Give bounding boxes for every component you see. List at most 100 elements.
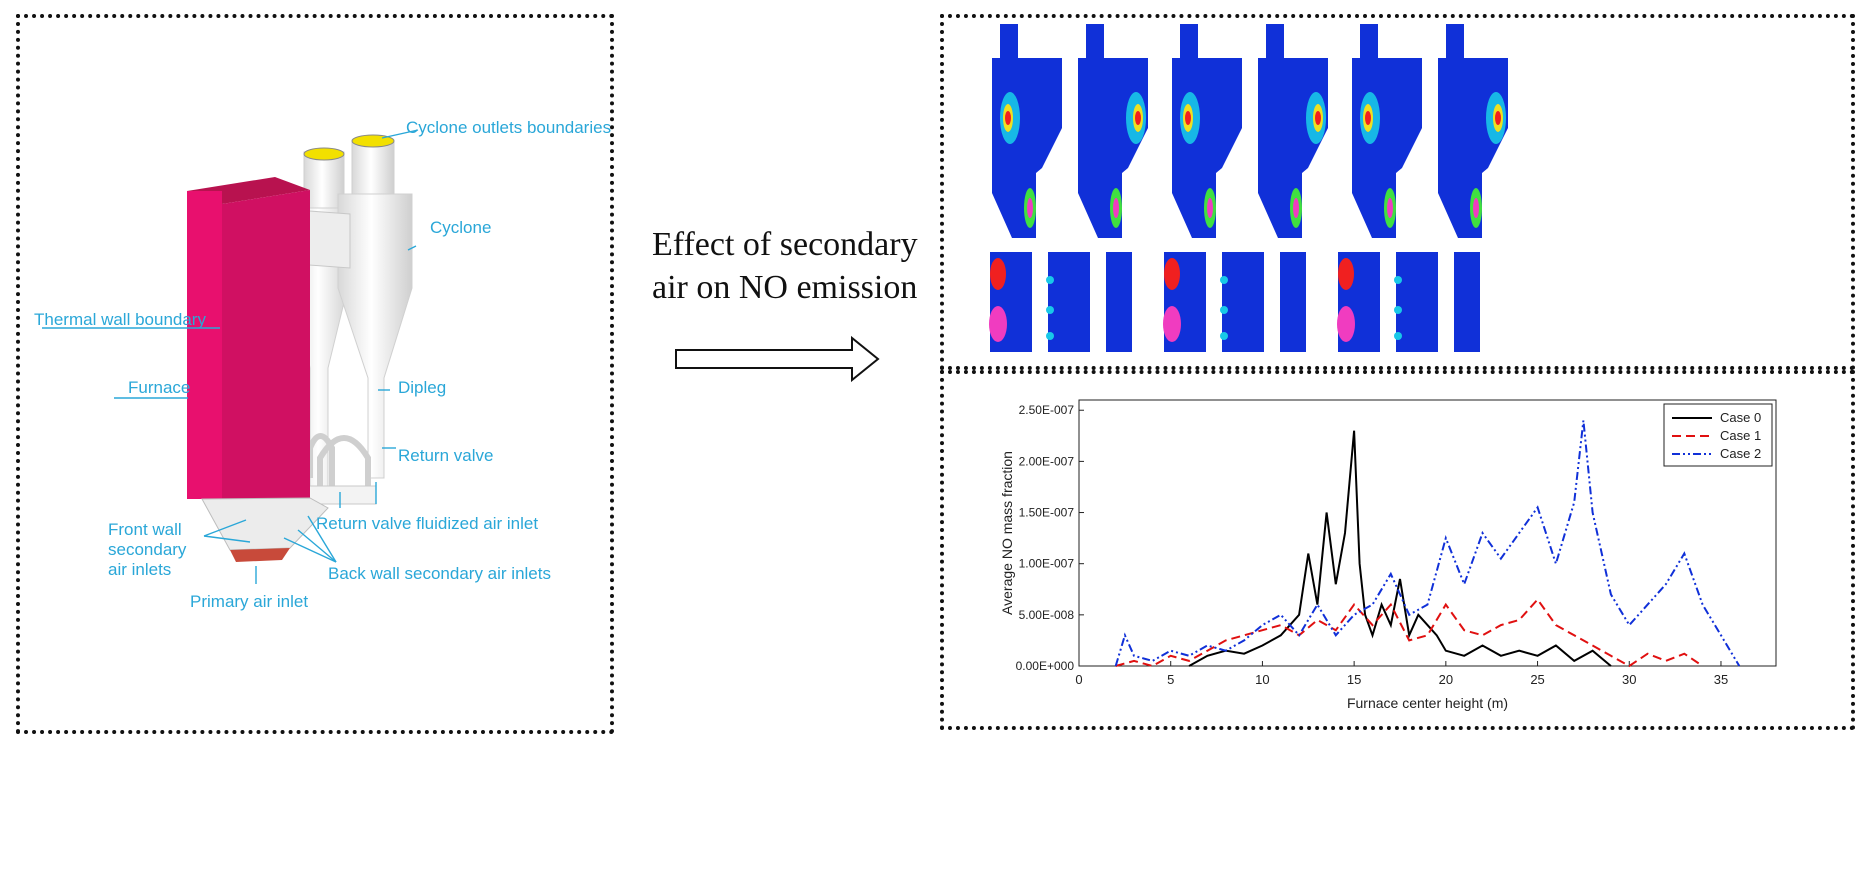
contour-blob [1293,198,1299,218]
label-cyclone-outlets: Cyclone outlets boundaries [406,118,612,137]
caption-line-1: Effect of secondary [652,226,918,263]
contour-blob [1135,111,1141,125]
contour-section-body [1106,252,1132,352]
contour-unit [1438,24,1508,238]
contour-unit [1172,24,1242,238]
contour-blob [1394,276,1402,284]
cfb-boiler-illustration [42,129,419,584]
center-caption: Effect of secondary air on NO emission [652,224,918,309]
contour-section-body [1280,252,1306,352]
contour-blob [1338,258,1354,290]
no-emission-line-chart: 0 5 10 15 20 25 30 35 0.00E+000 5.00E-008 1.00E-00… [999,399,1777,711]
contour-blob [1046,276,1054,284]
contour-section [989,252,1032,352]
furnace-hopper [201,497,329,551]
y-tick-label: 1.00E-007 [1019,557,1075,571]
label-dipleg: Dipleg [398,378,447,397]
contour-blob [1163,306,1181,342]
label-return-valve-air: Return valve fluidized air inlet [316,514,539,533]
primary-air-plenum [230,548,290,562]
series-line-case-2 [1114,420,1741,667]
label-furnace: Furnace [128,378,191,397]
contour-blob [1046,306,1054,314]
contour-unit [1352,24,1422,238]
contour-blob [1185,111,1191,125]
label-primary-air: Primary air inlet [190,592,309,611]
x-tick-label: 0 [1075,672,1082,687]
label-cyclone: Cyclone [430,218,492,237]
contour-outlet [1360,24,1378,64]
y-tick-label: 1.50E-007 [1019,506,1075,520]
schematic-panel: Cyclone outlets boundaries Cyclone Therm… [16,14,614,734]
x-tick-label: 20 [1439,672,1453,687]
y-tick-label: 2.00E-007 [1019,454,1075,468]
contour-blob [1365,111,1371,125]
contour-blob [1113,198,1119,218]
legend-label: Case 2 [1720,446,1761,461]
contour-blob [1337,306,1355,342]
contour-section-body [1396,252,1438,352]
contour-blob [1046,332,1054,340]
hollow-arrow-icon [675,335,880,383]
contour-blob [990,258,1006,290]
contour-blob [1220,306,1228,314]
series-line-case-1 [1115,597,1704,668]
plot-frame [1078,399,1777,667]
contour-section [1106,252,1132,352]
contour-outlet [1180,24,1198,64]
contour-section [1220,252,1264,352]
y-tick-label: 2.50E-007 [1019,403,1075,417]
x-tick-label: 30 [1622,672,1636,687]
furnace-front [202,191,222,499]
label-back-wall: Back wall secondary air inlets [328,564,551,583]
x-tick-label: 25 [1530,672,1544,687]
contour-blob [1220,332,1228,340]
dipleg-loop [307,433,371,488]
contour-section [1163,252,1206,352]
contour-section [1280,252,1306,352]
contour-section-body [1048,252,1090,352]
contour-blob [1495,111,1501,125]
contour-panel [940,14,1855,370]
furnace-side-face [222,190,310,512]
contour-section [1337,252,1380,352]
x-tick-label: 15 [1347,672,1361,687]
contour-blob [1207,198,1213,218]
contour-section [1394,252,1438,352]
legend-label: Case 0 [1720,410,1761,425]
legend-label: Case 1 [1720,428,1761,443]
x-tick-label: 10 [1255,672,1269,687]
y-tick-label: 5.00E-008 [1019,608,1075,622]
contour-outlet [1446,24,1464,64]
cyclone-outlet-pipe-right [351,139,395,201]
contour-unit [1258,24,1328,238]
contour-blob [1387,198,1393,218]
x-tick-label: 5 [1167,672,1174,687]
contour-blob [1220,276,1228,284]
cyclone-outlet-cap-left [303,147,345,161]
contour-unit [992,24,1062,238]
label-front-wall-3: air inlets [108,560,172,579]
contour-section-body [1222,252,1264,352]
series-line-case-0 [1188,430,1612,667]
annotation-arrows [42,129,419,584]
x-axis-label: Furnace center height (m) [1347,695,1508,711]
legend-box [1663,403,1773,467]
x-tick-label: 35 [1714,672,1728,687]
y-tick-label: 0.00E+000 [1016,659,1075,673]
contour-section-body [1454,252,1480,352]
caption-line-2: air on NO emission [652,268,918,306]
label-front-wall-1: Front wall [108,520,182,539]
cyclone-body-front [337,193,413,479]
label-front-wall-2: secondary [108,540,187,559]
contour-outlet [1000,24,1018,64]
contour-blob [989,306,1007,342]
contour-blob [1027,198,1033,218]
contour-unit [1078,24,1148,238]
y-axis-label: Average NO mass fraction [999,451,1015,615]
contour-blob [1473,198,1479,218]
contour-outlet [1086,24,1104,64]
label-return-valve: Return valve [398,446,494,465]
contour-blob [1394,306,1402,314]
cfd-contour-panels [989,24,1508,352]
